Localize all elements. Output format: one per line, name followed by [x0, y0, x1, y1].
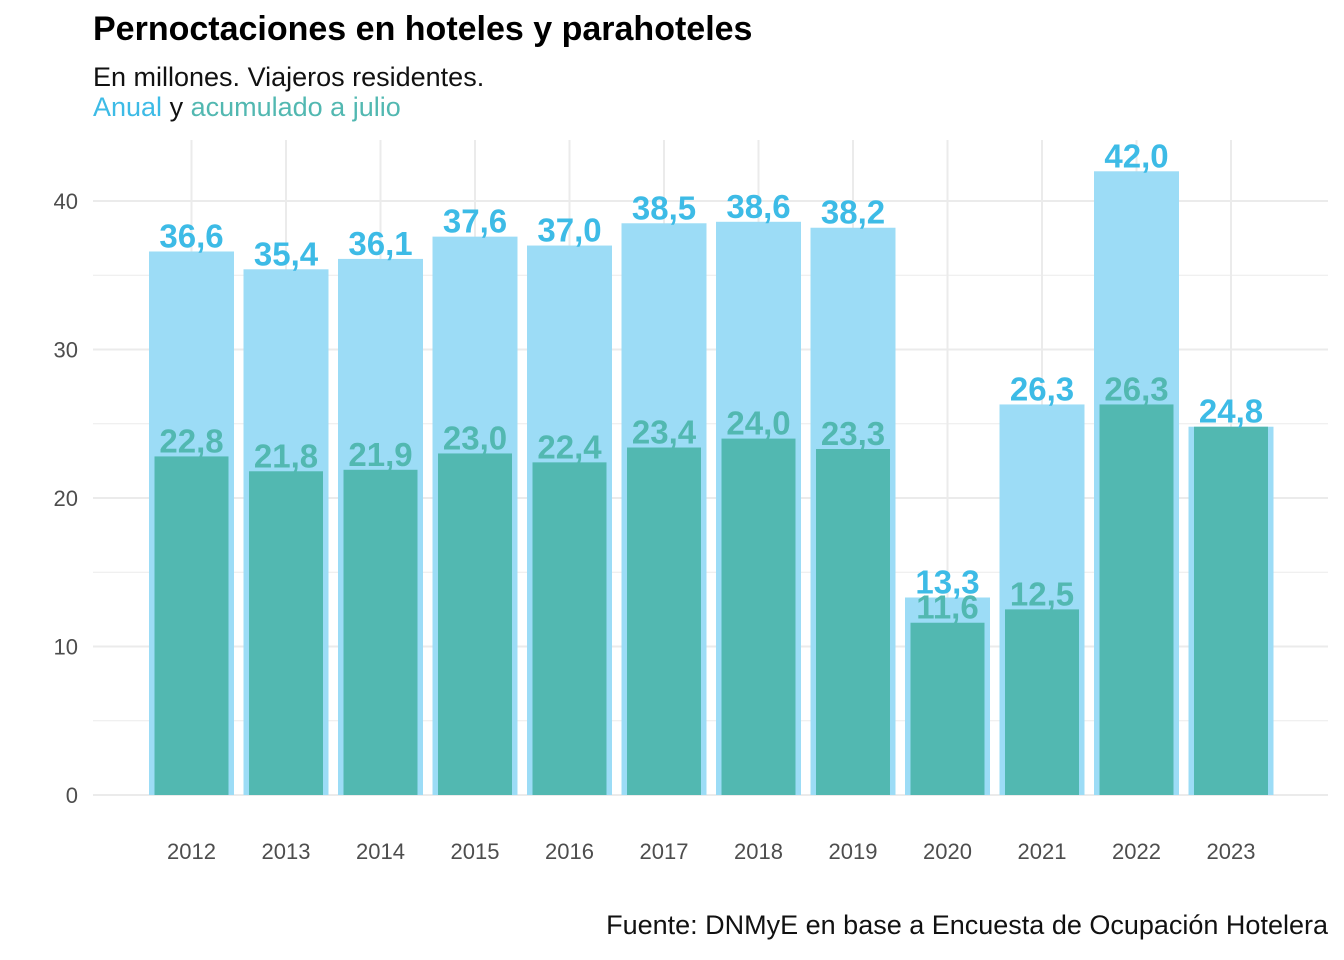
x-tick-label: 2020	[923, 839, 972, 864]
legend-anual: Anual	[93, 92, 163, 122]
bar-acumulado	[154, 456, 229, 795]
bar-acumulado	[721, 438, 796, 795]
data-label-acumulado: 12,5	[1010, 575, 1074, 612]
y-tick-label: 20	[54, 486, 78, 511]
data-label-acumulado: 22,4	[537, 428, 602, 465]
data-label-acumulado: 26,3	[1104, 370, 1168, 407]
bar-acumulado	[1099, 404, 1174, 795]
x-tick-label: 2023	[1207, 839, 1256, 864]
bar-acumulado	[1005, 609, 1079, 795]
y-tick-label: 30	[54, 338, 78, 363]
legend-acumulado: acumulado a julio	[190, 92, 401, 122]
data-label-anual: 38,6	[726, 188, 790, 225]
bar-acumulado	[816, 448, 890, 795]
data-label-anual: 24,8	[1199, 393, 1263, 430]
x-tick-label: 2015	[451, 839, 500, 864]
data-label-acumulado: 22,8	[159, 422, 223, 459]
data-label-acumulado: 23,4	[632, 414, 697, 451]
bar-acumulado	[438, 453, 512, 795]
bar-acumulado	[249, 471, 323, 795]
bar-acumulado	[343, 469, 418, 795]
x-tick-label: 2019	[829, 839, 878, 864]
data-label-anual: 35,4	[254, 235, 319, 272]
x-tick-label: 2017	[640, 839, 689, 864]
y-tick-label: 10	[54, 635, 78, 660]
x-tick-label: 2013	[262, 839, 311, 864]
bar-acumulado	[1194, 426, 1268, 795]
x-tick-label: 2018	[734, 839, 783, 864]
data-label-anual: 37,0	[537, 212, 601, 249]
data-label-anual: 36,1	[348, 225, 412, 262]
data-label-anual: 38,2	[821, 194, 885, 231]
source-caption: Fuente: DNMyE en base a Encuesta de Ocup…	[606, 910, 1328, 940]
y-tick-label: 0	[66, 783, 78, 808]
x-tick-label: 2012	[167, 839, 216, 864]
bars	[149, 171, 1274, 796]
data-label-acumulado: 11,6	[916, 589, 978, 626]
data-label-acumulado: 21,8	[254, 437, 318, 474]
chart-subtitle: En millones. Viajeros residentes.	[93, 62, 485, 92]
data-label-anual: 26,3	[1010, 370, 1074, 407]
x-tick-label: 2014	[356, 839, 405, 864]
data-label-acumulado: 21,9	[348, 436, 412, 473]
legend: Anual y acumulado a julio	[93, 92, 401, 123]
data-label-anual: 36,6	[159, 217, 223, 254]
data-label-acumulado: 23,3	[821, 415, 885, 452]
data-label-anual: 38,5	[632, 189, 696, 226]
data-label-acumulado: 23,0	[443, 419, 507, 456]
data-label-anual: 13,3	[915, 563, 979, 600]
y-tick-label: 40	[54, 189, 78, 214]
axis-ticks: 0 10 20 30 40 2012 2013 2014 2015 2016 2017 2018 201…	[54, 189, 1256, 864]
x-tick-label: 2016	[545, 839, 594, 864]
data-label-anual: 42,0	[1104, 137, 1168, 174]
x-tick-label: 2021	[1018, 839, 1067, 864]
chart-title: Pernoctaciones en hoteles y parahoteles	[93, 10, 753, 48]
bar-acumulado	[910, 622, 985, 795]
data-label-acumulado: 24,0	[726, 405, 790, 442]
bar-acumulado	[532, 462, 607, 795]
legend-connector: y	[169, 92, 184, 122]
bar-acumulado	[627, 447, 701, 795]
x-tick-label: 2022	[1112, 839, 1161, 864]
data-labels: 36,6 22,8 35,4 21,8 36,1 21,9 37,6 23,0 37,0 22,4…	[159, 137, 1263, 625]
data-label-anual: 37,6	[443, 203, 507, 240]
